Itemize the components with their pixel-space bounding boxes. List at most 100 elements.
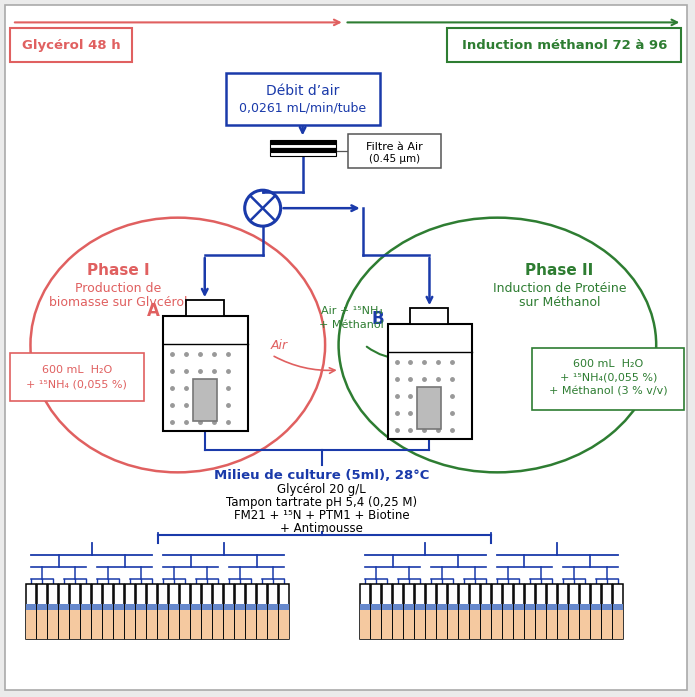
Bar bbox=[180, 604, 190, 610]
Bar bbox=[60, 604, 70, 638]
Bar bbox=[591, 604, 600, 638]
Bar bbox=[246, 604, 256, 638]
Bar bbox=[115, 604, 124, 610]
Bar bbox=[404, 583, 414, 638]
Bar bbox=[49, 604, 58, 610]
Text: Débit d’air: Débit d’air bbox=[266, 84, 339, 98]
Bar bbox=[569, 604, 579, 610]
Bar bbox=[180, 583, 190, 638]
Bar bbox=[191, 583, 202, 638]
Bar bbox=[437, 604, 447, 638]
Bar bbox=[270, 148, 336, 152]
Bar bbox=[569, 583, 579, 638]
Text: 600 mL  H₂O: 600 mL H₂O bbox=[42, 365, 112, 375]
Bar bbox=[246, 583, 256, 638]
Bar bbox=[38, 604, 47, 638]
Bar bbox=[470, 604, 480, 638]
Bar bbox=[404, 604, 414, 638]
Text: + ¹⁵NH₄(0,055 %): + ¹⁵NH₄(0,055 %) bbox=[559, 373, 657, 383]
Bar bbox=[26, 604, 36, 610]
FancyBboxPatch shape bbox=[448, 29, 681, 62]
Text: Induction méthanol 72 à 96: Induction méthanol 72 à 96 bbox=[461, 39, 667, 52]
Bar bbox=[147, 604, 157, 638]
Bar bbox=[492, 604, 502, 638]
Bar bbox=[448, 604, 458, 638]
Bar bbox=[393, 604, 403, 610]
Bar bbox=[580, 604, 590, 610]
Bar bbox=[235, 604, 245, 638]
Bar bbox=[147, 604, 157, 610]
Bar bbox=[202, 604, 212, 610]
Bar bbox=[382, 604, 392, 610]
Bar bbox=[418, 387, 441, 429]
Bar bbox=[180, 604, 190, 638]
Bar bbox=[613, 604, 623, 610]
Bar bbox=[38, 583, 47, 638]
Text: Air: Air bbox=[271, 339, 288, 351]
Bar bbox=[257, 604, 267, 610]
Bar bbox=[459, 604, 469, 610]
Bar bbox=[147, 583, 157, 638]
Bar bbox=[404, 604, 414, 610]
Bar bbox=[92, 604, 102, 638]
Bar bbox=[536, 583, 546, 638]
Bar bbox=[388, 324, 473, 439]
Text: Glycérol 20 g/L: Glycérol 20 g/L bbox=[277, 483, 366, 496]
Bar bbox=[268, 583, 278, 638]
Bar bbox=[235, 583, 245, 638]
Bar bbox=[213, 604, 223, 638]
Bar bbox=[191, 604, 202, 610]
Text: Phase I: Phase I bbox=[87, 263, 149, 277]
Bar bbox=[170, 583, 179, 638]
Bar bbox=[547, 604, 557, 638]
Text: Production de: Production de bbox=[75, 282, 161, 295]
Bar bbox=[536, 604, 546, 610]
Bar bbox=[81, 583, 91, 638]
Bar bbox=[186, 300, 224, 316]
Bar bbox=[503, 604, 513, 610]
Bar bbox=[459, 583, 469, 638]
Text: + Antimousse: + Antimousse bbox=[280, 522, 363, 535]
Text: sur Méthanol: sur Méthanol bbox=[518, 296, 600, 309]
Bar bbox=[270, 144, 336, 148]
Text: 0,0261 mL/min/tube: 0,0261 mL/min/tube bbox=[239, 102, 366, 115]
Text: (0.45 µm): (0.45 µm) bbox=[369, 154, 420, 164]
Bar bbox=[525, 583, 535, 638]
Bar bbox=[415, 604, 425, 610]
Bar bbox=[415, 583, 425, 638]
Bar bbox=[382, 604, 392, 638]
Bar bbox=[270, 140, 336, 144]
Bar bbox=[70, 604, 81, 638]
Bar bbox=[49, 583, 58, 638]
Bar bbox=[125, 604, 136, 638]
Bar bbox=[202, 583, 212, 638]
Text: biomasse sur Glycérol: biomasse sur Glycérol bbox=[49, 296, 187, 309]
Bar bbox=[360, 583, 370, 638]
Bar bbox=[92, 583, 102, 638]
Bar bbox=[213, 604, 223, 610]
Bar bbox=[426, 604, 436, 610]
Text: Air + ¹⁵NH₄
+ Méthanol: Air + ¹⁵NH₄ + Méthanol bbox=[319, 307, 384, 330]
Bar bbox=[525, 604, 535, 638]
Bar bbox=[279, 583, 289, 638]
Bar bbox=[525, 604, 535, 610]
Bar bbox=[437, 583, 447, 638]
Bar bbox=[448, 604, 458, 610]
Bar bbox=[580, 604, 590, 638]
FancyBboxPatch shape bbox=[532, 348, 684, 410]
Bar bbox=[60, 583, 70, 638]
Bar bbox=[170, 604, 179, 610]
Bar bbox=[514, 583, 524, 638]
Bar bbox=[170, 604, 179, 638]
Bar bbox=[270, 152, 336, 156]
Bar bbox=[613, 583, 623, 638]
Bar bbox=[481, 583, 491, 638]
FancyBboxPatch shape bbox=[10, 353, 144, 401]
Bar bbox=[279, 604, 289, 610]
Bar bbox=[49, 604, 58, 638]
Text: FM21 + ¹⁵N + PTM1 + Biotine: FM21 + ¹⁵N + PTM1 + Biotine bbox=[234, 510, 409, 522]
Bar bbox=[136, 604, 147, 610]
Bar bbox=[503, 583, 513, 638]
Bar bbox=[591, 583, 600, 638]
Text: Milieu de culture (5ml), 28°C: Milieu de culture (5ml), 28°C bbox=[214, 469, 430, 482]
